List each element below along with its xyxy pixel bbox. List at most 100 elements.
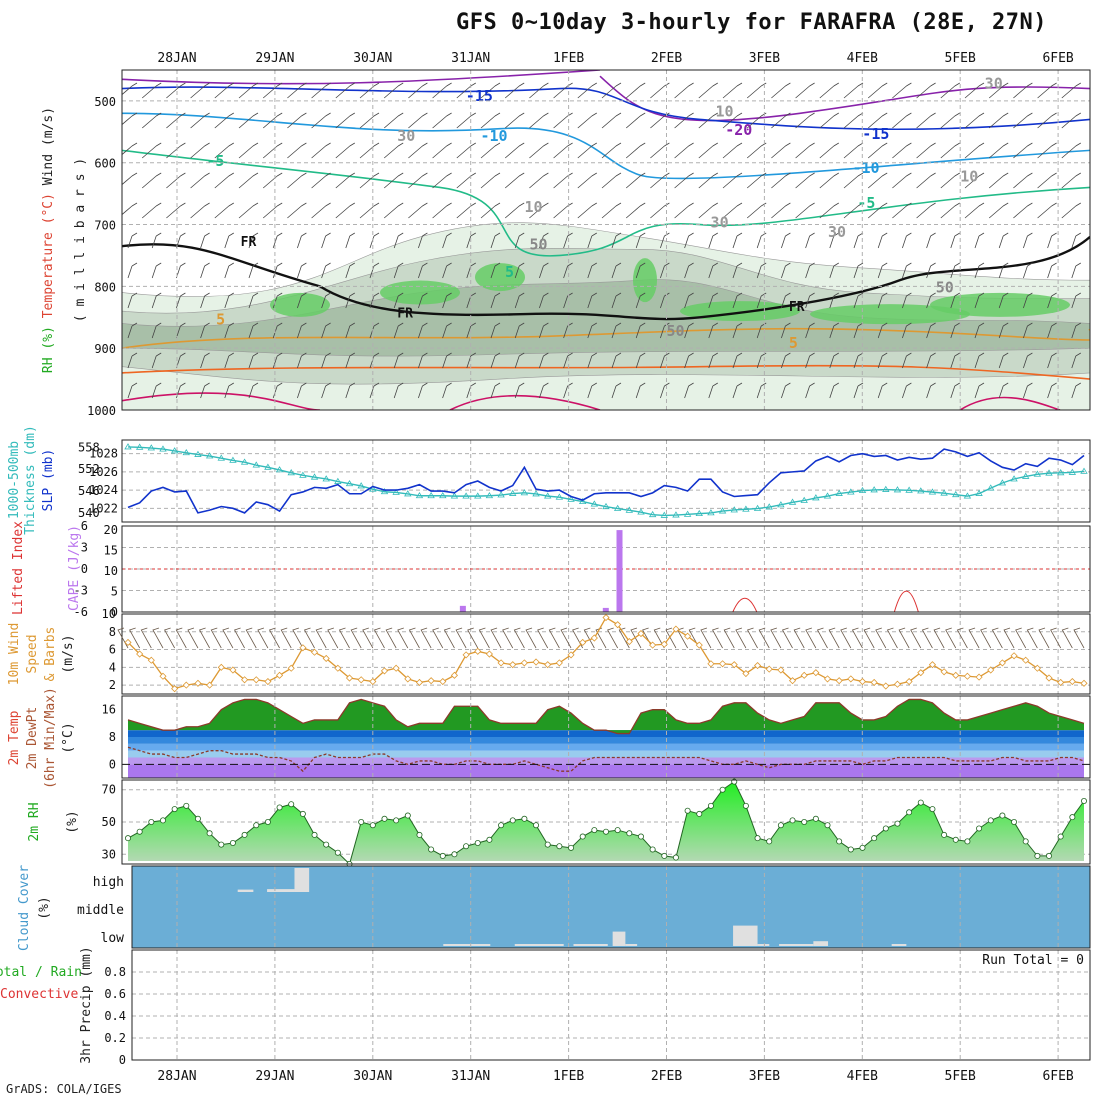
wind-speed-marker (544, 661, 552, 669)
rh-marker (369, 822, 376, 829)
thickness-tick: 558 (78, 440, 100, 454)
wind-barb (746, 202, 767, 219)
wind-barb (200, 352, 210, 369)
thickness-marker (555, 493, 564, 500)
rh-marker (544, 841, 551, 848)
wind-barb (321, 382, 331, 399)
wind-barb (442, 352, 452, 369)
wind-barb (369, 292, 380, 309)
wind-barb (214, 142, 235, 159)
wind-speed-marker (287, 664, 295, 672)
thickness-marker (287, 469, 295, 476)
wind-barb-10m (513, 627, 525, 649)
cloud-bar (625, 944, 638, 946)
wind-speed-marker (928, 661, 937, 669)
contour-label: -10 (480, 127, 507, 145)
wind-speed-marker (1057, 678, 1065, 687)
li-tick: 6 (81, 519, 88, 533)
thickness-marker (474, 492, 482, 499)
wind-barb (829, 262, 840, 279)
wind-barb (974, 292, 985, 309)
wind-barb (248, 382, 259, 399)
wind-barb (587, 292, 598, 309)
wind-barb-10m (303, 627, 315, 649)
wind-barb (238, 172, 259, 189)
freezing-level (122, 236, 1090, 321)
wind-barb (200, 232, 210, 249)
wind-barb (964, 172, 985, 189)
wind-barb (781, 352, 791, 369)
wind-barb-10m (420, 627, 432, 649)
wind-barb (756, 232, 767, 249)
wind-barb (756, 382, 767, 399)
thickness-marker (392, 488, 400, 495)
cape-ylabel: CAPE (J/kg) (67, 525, 82, 611)
thickness-marker (170, 447, 179, 454)
temperature-panel: 16 8 0 2m Temp 2m DewPt (6hr Min/Max) (°C) (7, 687, 1091, 789)
wind-barb-10m (618, 627, 630, 649)
wind-barb (514, 292, 525, 309)
wind-barb (998, 262, 1009, 279)
wind-barb-10m (152, 627, 164, 649)
thickness-marker (520, 489, 529, 496)
rh-ylabel: 2m RH (27, 802, 42, 841)
wind-barb (466, 382, 477, 399)
wind-barb (877, 352, 888, 369)
temp-ylabel: 2m DewPt (25, 707, 40, 770)
thickness-marker (1033, 470, 1042, 477)
wind-speed-marker (1068, 677, 1076, 686)
wind-ylabel: Speed (25, 634, 40, 673)
wind-barb (490, 232, 501, 249)
temp-frame (121, 695, 1091, 779)
upper-frame (121, 69, 1091, 411)
rh-marker (509, 817, 516, 824)
wind-barb (442, 262, 452, 279)
date-label: 6FEB (1042, 1069, 1073, 1084)
wind-tick: 8 (109, 625, 116, 639)
wind-barb (214, 82, 235, 99)
thickness-marker (439, 491, 447, 499)
wind-barb (408, 142, 428, 159)
upper-ylabel-part: Wind (m/s) (41, 107, 56, 185)
wind-barb (1023, 322, 1033, 339)
thickness-marker (194, 450, 202, 457)
upper-ylabel-right: ( m i l l i b a r s ) (73, 158, 88, 322)
wind-barb-10m (723, 627, 735, 649)
temp-band (128, 764, 1084, 778)
rh-marker (836, 838, 843, 845)
wind-speed-marker (369, 677, 377, 686)
wind-barb-10m (572, 627, 584, 649)
wind-barb (902, 352, 912, 369)
wind-barb (756, 352, 767, 369)
cloud-level-label: low (101, 931, 125, 946)
thickness-marker (415, 491, 424, 499)
cape-bar (616, 530, 623, 612)
cape-li-panel: -6 -3 0 3 6 20 15 10 5 0 Lifted Index CAPE (J/kg) (11, 519, 1091, 619)
cloud-bar (733, 925, 758, 946)
wind-barb (262, 112, 283, 129)
wind-barb (504, 172, 525, 189)
wind-barb (746, 112, 767, 129)
thickness-marker (648, 510, 657, 518)
wind-barb (902, 232, 912, 249)
wind-barb (843, 172, 864, 189)
date-axis-bottom: 28JAN 29JAN 30JAN 31JAN 1FEB 2FEB 3FEB 4FEB 5FEB… (157, 1069, 1073, 1084)
wind-barb-10m (455, 627, 467, 649)
wind-speed-marker (532, 658, 540, 666)
rh-marker (696, 810, 703, 817)
wind-barb (1071, 232, 1082, 249)
wind-barb (321, 232, 331, 249)
wind-barb (974, 232, 985, 249)
wind-speed-marker (427, 677, 435, 685)
li-mark (893, 590, 919, 613)
wind-speed-marker (1010, 652, 1018, 660)
wind-barb (805, 262, 815, 279)
wind-barb (819, 112, 840, 129)
wind-barb (964, 142, 985, 159)
rh-marker (754, 835, 761, 842)
wind-barb-10m (630, 627, 642, 649)
wind-speed-marker (1080, 679, 1088, 687)
rh-marker (451, 851, 458, 858)
wind-barb (698, 142, 719, 159)
